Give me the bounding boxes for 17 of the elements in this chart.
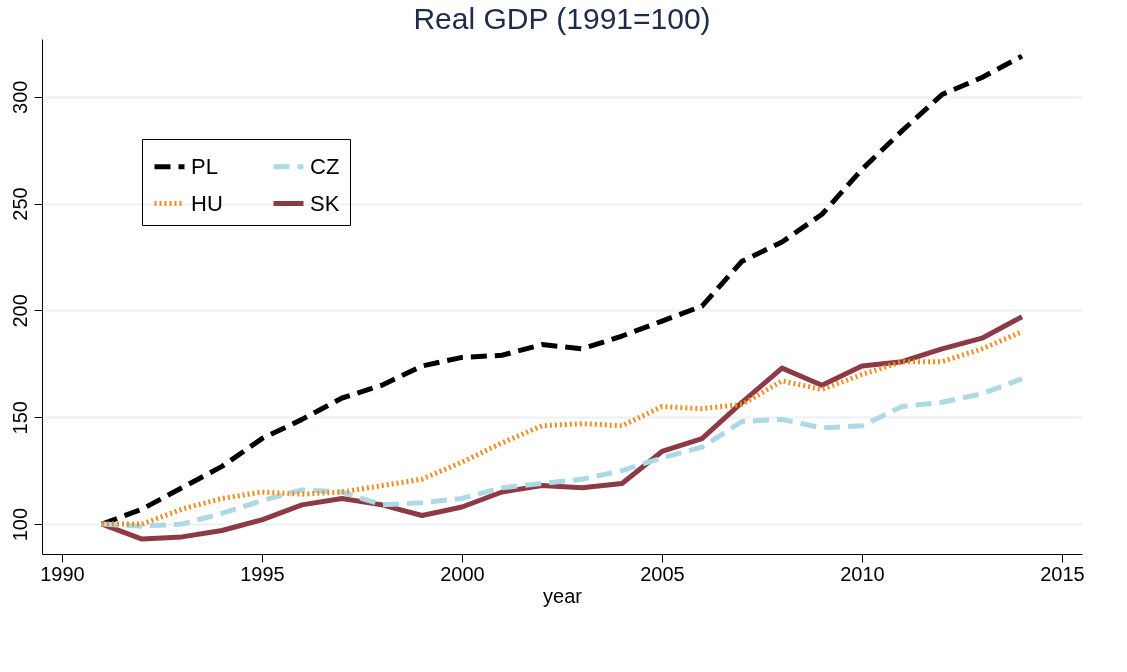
x-tick-label: 2015 <box>1040 562 1085 585</box>
legend-label: CZ <box>310 153 340 179</box>
y-tick-label: 100 <box>8 507 31 542</box>
x-tick-label: 1990 <box>40 562 85 585</box>
y-tick-label: 150 <box>8 401 31 435</box>
legend-label: PL <box>191 153 218 179</box>
legend-label: HU <box>191 190 223 216</box>
x-tick-label: 1995 <box>240 562 285 585</box>
y-tick-label: 200 <box>8 294 31 328</box>
y-tick-label: 250 <box>8 187 31 221</box>
chart-title: Real GDP (1991=100) <box>413 2 711 35</box>
x-tick-label: 2000 <box>440 562 485 585</box>
legend-label: SK <box>310 190 340 216</box>
y-tick-label: 300 <box>8 80 31 114</box>
x-axis-title: year <box>543 584 583 607</box>
x-tick-label: 2005 <box>640 562 685 585</box>
x-tick-label: 2010 <box>840 562 885 585</box>
